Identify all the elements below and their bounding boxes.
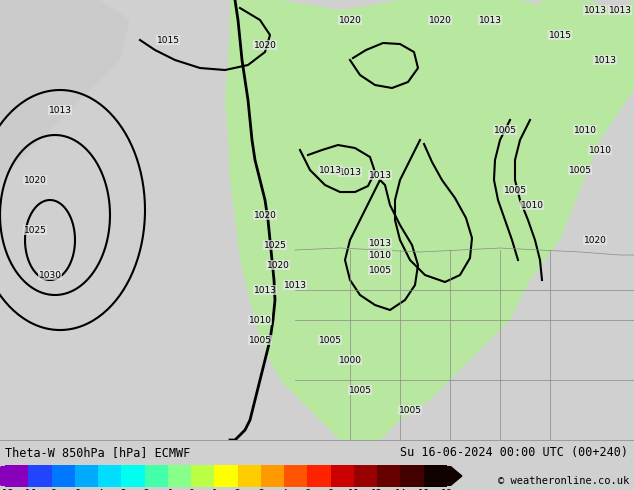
- Text: 1020: 1020: [339, 16, 361, 24]
- Text: -2: -2: [139, 489, 150, 490]
- Bar: [75, 465, 98, 487]
- Text: 4: 4: [281, 489, 287, 490]
- Text: -1: -1: [162, 489, 174, 490]
- Bar: [145, 465, 168, 487]
- Text: Su 16-06-2024 00:00 UTC (00+240): Su 16-06-2024 00:00 UTC (00+240): [399, 446, 628, 459]
- Text: 1013: 1013: [318, 166, 342, 174]
- Text: 0: 0: [188, 489, 194, 490]
- Text: -3: -3: [115, 489, 127, 490]
- Text: 2: 2: [235, 489, 240, 490]
- Text: -10: -10: [20, 489, 37, 490]
- Polygon shape: [540, 0, 634, 80]
- Text: 1005: 1005: [318, 336, 342, 344]
- Text: 8: 8: [328, 489, 333, 490]
- Text: -6: -6: [69, 489, 81, 490]
- Bar: [214, 465, 238, 487]
- Text: Theta-W 850hPa [hPa] ECMWF: Theta-W 850hPa [hPa] ECMWF: [5, 446, 190, 459]
- Text: 1013: 1013: [368, 239, 392, 247]
- Text: 1020: 1020: [429, 16, 451, 24]
- Bar: [29, 465, 51, 487]
- Text: 1005: 1005: [569, 166, 592, 174]
- Text: 1005: 1005: [368, 266, 392, 274]
- Bar: [331, 465, 354, 487]
- Bar: [5, 465, 29, 487]
- Text: 3: 3: [258, 489, 264, 490]
- Text: 1030: 1030: [39, 270, 61, 279]
- Text: 1010: 1010: [574, 125, 597, 135]
- Text: 1005: 1005: [503, 186, 526, 195]
- Bar: [191, 465, 214, 487]
- Text: 1005: 1005: [493, 125, 517, 135]
- Bar: [424, 465, 447, 487]
- Bar: [284, 465, 307, 487]
- Text: 1: 1: [212, 489, 217, 490]
- Text: 1000: 1000: [339, 356, 361, 365]
- Text: 1020: 1020: [254, 41, 276, 49]
- Text: 1005: 1005: [399, 406, 422, 415]
- Text: 6: 6: [304, 489, 311, 490]
- Text: 1010: 1010: [588, 146, 612, 154]
- Text: 1013: 1013: [339, 168, 361, 176]
- Text: 1020: 1020: [254, 211, 276, 220]
- Bar: [354, 465, 377, 487]
- Text: 1025: 1025: [23, 225, 46, 235]
- Text: 1010: 1010: [249, 316, 271, 324]
- Text: 1010: 1010: [521, 200, 543, 210]
- Text: 12: 12: [372, 489, 383, 490]
- Text: 1015: 1015: [157, 35, 179, 45]
- Text: 1020: 1020: [23, 175, 46, 185]
- Text: 1015: 1015: [548, 30, 571, 40]
- Text: 1013: 1013: [479, 16, 501, 24]
- Bar: [238, 465, 261, 487]
- Text: 1005: 1005: [249, 336, 271, 344]
- Text: -12: -12: [0, 489, 14, 490]
- Text: 1013: 1013: [593, 55, 616, 65]
- Polygon shape: [0, 0, 130, 180]
- Bar: [377, 465, 401, 487]
- Text: 1013: 1013: [48, 105, 72, 115]
- Text: 18: 18: [441, 489, 453, 490]
- Text: 1010: 1010: [368, 250, 392, 260]
- FancyArrow shape: [0, 466, 5, 486]
- Text: 10: 10: [348, 489, 360, 490]
- Text: 16: 16: [418, 489, 430, 490]
- Bar: [98, 465, 121, 487]
- Text: -8: -8: [46, 489, 58, 490]
- Bar: [261, 465, 284, 487]
- Text: © weatheronline.co.uk: © weatheronline.co.uk: [498, 476, 629, 486]
- Text: 1013: 1013: [254, 286, 276, 294]
- Text: 1013: 1013: [368, 171, 392, 179]
- Bar: [51, 465, 75, 487]
- Text: 1013: 1013: [583, 5, 607, 15]
- Bar: [401, 465, 424, 487]
- Bar: [307, 465, 331, 487]
- Text: 1020: 1020: [583, 236, 607, 245]
- Text: 1005: 1005: [349, 386, 372, 394]
- Text: 1013: 1013: [609, 5, 631, 15]
- Bar: [168, 465, 191, 487]
- Bar: [121, 465, 145, 487]
- Polygon shape: [225, 0, 634, 440]
- FancyArrow shape: [447, 466, 462, 486]
- Text: 1025: 1025: [264, 241, 287, 249]
- Text: 14: 14: [394, 489, 406, 490]
- Text: -4: -4: [92, 489, 104, 490]
- Text: 1013: 1013: [283, 280, 306, 290]
- Text: 1020: 1020: [266, 261, 290, 270]
